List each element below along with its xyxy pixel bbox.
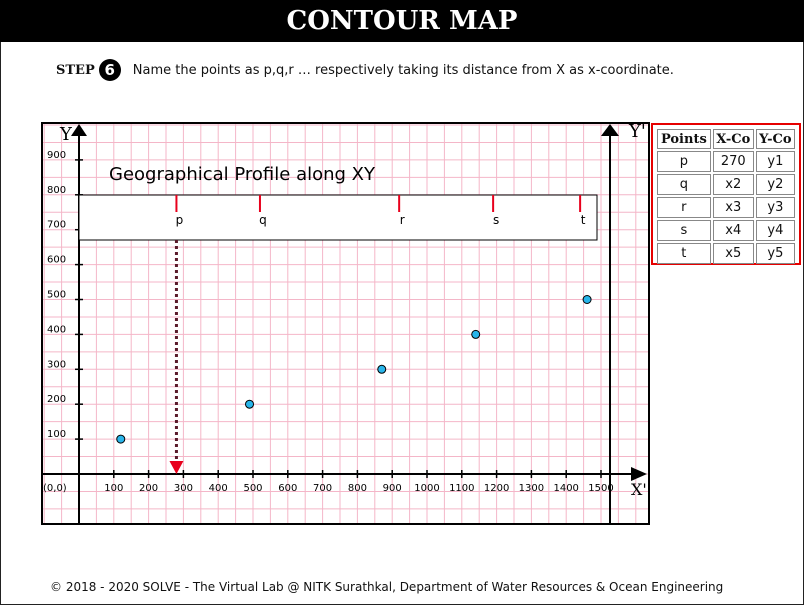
- y-axis-right-label: Y': [628, 124, 646, 142]
- table-header-points: Points: [657, 129, 711, 149]
- y-coordinate-cell[interactable]: y4: [755, 220, 795, 241]
- step-text: Name the points as p,q,r … respectively …: [132, 62, 674, 78]
- projection-arrow-icon: [169, 461, 184, 474]
- x-coordinate-cell[interactable]: x2: [712, 174, 754, 195]
- table-row: t x5 y5: [657, 243, 795, 264]
- x-tick-label: 1400: [553, 483, 578, 494]
- y-axis-arrow-icon: [71, 124, 87, 136]
- step-label: STEP: [56, 62, 95, 78]
- x-tick-label: 200: [139, 483, 158, 494]
- y-coordinate-cell[interactable]: y2: [755, 174, 795, 195]
- origin-label: (0,0): [43, 483, 67, 494]
- step-number-badge: 6: [98, 59, 121, 81]
- ruler-label-t: t: [581, 213, 586, 227]
- y-tick-label: 600: [47, 255, 66, 266]
- y-coordinate-cell[interactable]: y5: [755, 243, 795, 264]
- ruler-label-q: q: [259, 213, 267, 227]
- y-tick-label: 500: [47, 290, 66, 301]
- profile-title: Geographical Profile along XY: [109, 164, 376, 185]
- footer-credits: © 2018 - 2020 SOLVE - The Virtual Lab @ …: [50, 580, 724, 594]
- table-row: s x4 y4: [657, 220, 795, 241]
- plot-svg: Y Y' (0,0) X' 100 200 300 400 500 600 700 800 900 100…: [43, 124, 648, 523]
- y-tick-label: 900: [47, 150, 66, 161]
- x-coordinate-cell[interactable]: x3: [712, 197, 754, 218]
- x-tick-label: 600: [278, 483, 297, 494]
- table-row: q x2 y2: [657, 174, 795, 195]
- data-point: [471, 329, 481, 339]
- y-tick-label: 100: [47, 429, 66, 440]
- table-header-xco: X-Co: [712, 129, 754, 149]
- x-tick-label: 400: [209, 483, 228, 494]
- y-tick-label: 400: [47, 324, 66, 335]
- page-title: CONTOUR MAP: [0, 0, 804, 42]
- point-name-cell: q: [657, 174, 711, 195]
- y-tick-label: 300: [47, 359, 66, 370]
- point-name-cell: p: [657, 151, 711, 172]
- x-tick-label: 1500: [588, 483, 613, 494]
- x-tick-label: 900: [383, 483, 402, 494]
- data-point: [116, 434, 126, 444]
- y-axis-right-arrow-icon: [601, 124, 619, 136]
- profile-ruler-strip: [78, 194, 598, 241]
- x-tick-label: 1100: [449, 483, 474, 494]
- x-tick-label: 300: [174, 483, 193, 494]
- y-tick-label: 800: [47, 185, 66, 196]
- step-instruction: STEP 6 Name the points as p,q,r … respec…: [56, 58, 674, 82]
- y-coordinate-cell[interactable]: y3: [755, 197, 795, 218]
- x-coordinate-cell[interactable]: x5: [712, 243, 754, 264]
- x-axis-arrow-icon: [631, 467, 647, 481]
- plot-area: Y Y' (0,0) X' 100 200 300 400 500 600 700 800 900 100…: [41, 122, 650, 525]
- data-point: [582, 295, 592, 304]
- point-name-cell: r: [657, 197, 711, 218]
- point-name-cell: s: [657, 220, 711, 241]
- ruler-label-r: r: [400, 213, 405, 227]
- table-header-yco: Y-Co: [755, 129, 795, 149]
- x-tick-label: 500: [243, 483, 262, 494]
- y-coordinate-cell[interactable]: y1: [755, 151, 795, 172]
- ruler-label-s: s: [493, 213, 499, 227]
- data-point: [245, 399, 255, 409]
- data-point: [377, 364, 387, 374]
- x-axis-label: X': [631, 480, 647, 499]
- x-coordinate-cell[interactable]: x4: [712, 220, 754, 241]
- x-tick-label: 100: [104, 483, 123, 494]
- x-coordinate-cell[interactable]: 270: [712, 151, 754, 172]
- table-row: p 270 y1: [657, 151, 795, 172]
- x-tick-label: 700: [313, 483, 332, 494]
- x-tick-label: 1300: [519, 483, 544, 494]
- point-name-cell: t: [657, 243, 711, 264]
- y-tick-label: 700: [47, 220, 66, 231]
- ruler-label-p: p: [176, 213, 184, 227]
- x-tick-label: 1200: [484, 483, 509, 494]
- points-table: Points X-Co Y-Co p 270 y1 q x2 y2 r x3 y…: [651, 123, 801, 265]
- table-row: r x3 y3: [657, 197, 795, 218]
- x-tick-label: 1000: [414, 483, 439, 494]
- x-tick-label: 800: [348, 483, 367, 494]
- y-axis-label: Y: [59, 124, 73, 145]
- y-tick-label: 200: [47, 394, 66, 405]
